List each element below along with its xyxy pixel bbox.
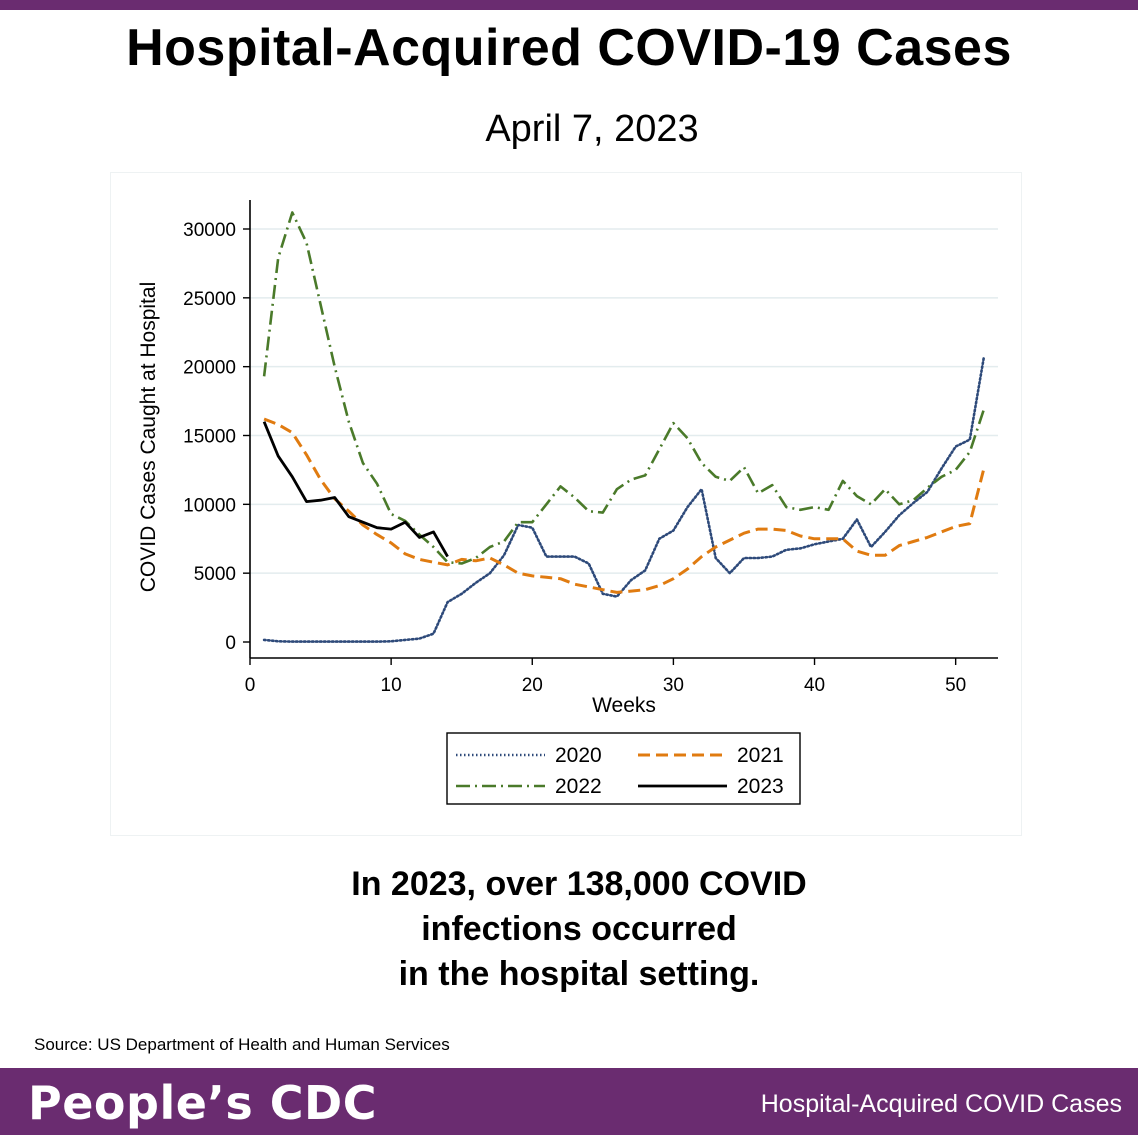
line-chart: 0 5000 10000 15000 20000 25000 30000 0 10 20 30 40 5… <box>110 172 1022 836</box>
caption-line-2: infections occurred <box>421 910 737 948</box>
report-date: April 7, 2023 <box>485 108 699 150</box>
peoples-cdc-logo: People’s CDC <box>28 1076 377 1130</box>
series-line-2023 <box>262 421 449 558</box>
y-tick-label: 0 <box>225 633 236 654</box>
x-tick-label: 10 <box>381 675 402 696</box>
footer-label: Hospital-Acquired COVID Cases <box>760 1090 1122 1118</box>
page-title: Hospital-Acquired COVID-19 Cases <box>126 19 1012 77</box>
legend-label-2021: 2021 <box>737 744 784 767</box>
x-axis-title: Weeks <box>592 694 656 717</box>
footer-bar: People’s CDC Hospital-Acquired COVID Cas… <box>0 1068 1138 1135</box>
y-tick-label: 10000 <box>183 495 236 516</box>
x-tick-label: 20 <box>522 675 543 696</box>
y-tick-label: 25000 <box>183 289 236 310</box>
top-accent-bar <box>0 0 1138 10</box>
y-axis-title: COVID Cases Caught at Hospital <box>137 282 160 592</box>
y-tick-label: 15000 <box>183 427 236 448</box>
series-line-2022 <box>262 211 986 565</box>
caption-line-3: in the hospital setting. <box>398 955 760 993</box>
y-tick-label: 30000 <box>183 220 236 241</box>
x-tick-label: 30 <box>663 675 684 696</box>
y-tick-label: 5000 <box>194 564 236 585</box>
legend-label-2020: 2020 <box>555 744 602 767</box>
legend-box <box>446 732 801 805</box>
legend-label-2023: 2023 <box>737 775 784 798</box>
x-tick-label: 40 <box>804 675 825 696</box>
series-line-2021 <box>263 417 986 594</box>
caption-line-1: In 2023, over 138,000 COVID <box>351 865 807 903</box>
caption: In 2023, over 138,000 COVID infections o… <box>0 862 1138 997</box>
y-tick-label: 20000 <box>183 358 236 379</box>
series-line-2020 <box>262 355 986 643</box>
legend-label-2022: 2022 <box>555 775 602 798</box>
source-note: Source: US Department of Health and Huma… <box>34 1035 450 1054</box>
x-tick-label: 50 <box>945 675 966 696</box>
x-tick-label: 0 <box>245 675 256 696</box>
